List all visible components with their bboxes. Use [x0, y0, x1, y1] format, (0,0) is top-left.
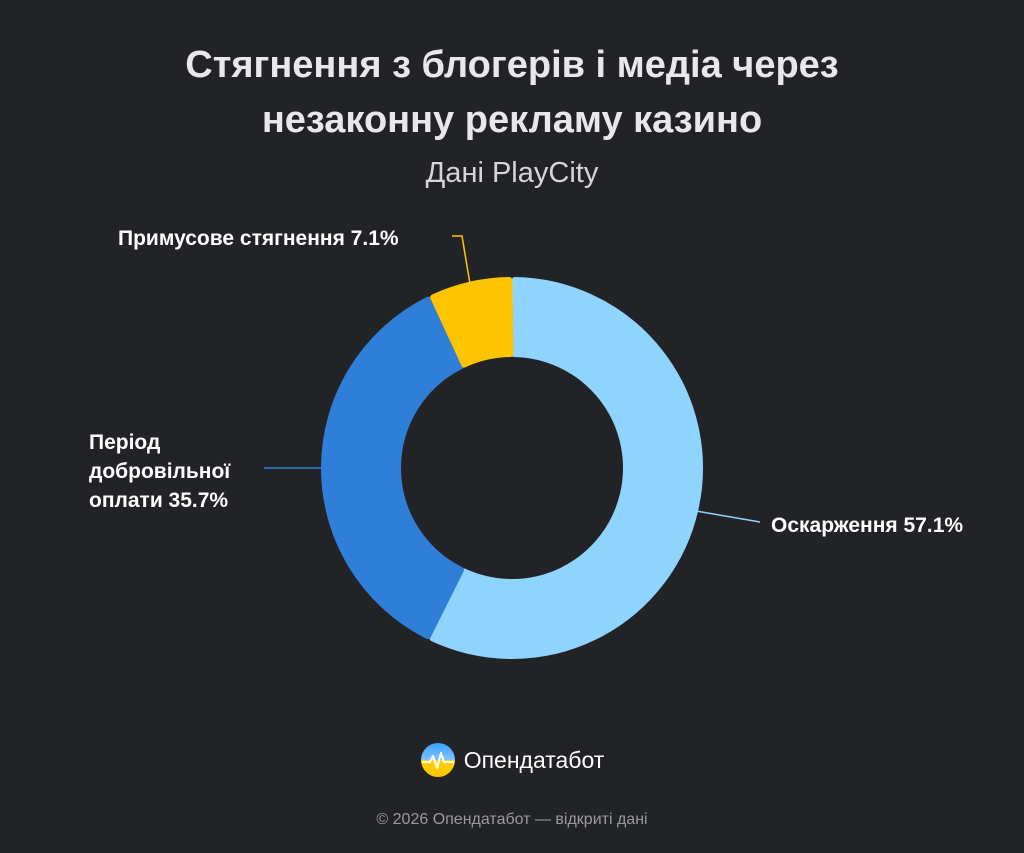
- slice-label-період-добровільної-оплати: Період добровільної оплати 35.7%: [89, 431, 231, 512]
- chart-title: Стягнення з блогерів і медіа через незак…: [0, 38, 1024, 148]
- slice-період-добровільної-оплати: [321, 296, 465, 640]
- slice-label-line: Примусове стягнення 7.1%: [118, 227, 399, 250]
- slice-label-line: оплати 35.7%: [89, 489, 228, 512]
- slice-label-оскарження: Оскарження 57.1%: [771, 514, 963, 537]
- opendatabot-logo-icon: [420, 743, 455, 777]
- donut-chart: Оскарження 57.1% Період добровільної оплати…: [89, 227, 963, 659]
- chart-title-line-1: Стягнення з блогерів і медіа через: [185, 44, 839, 86]
- slice-примусове-стягнення: [430, 277, 514, 368]
- footer-copyright: © 2026 Опендатабот — відкриті дані: [376, 811, 648, 828]
- chart-title-line-2: незаконну рекламу казино: [261, 99, 763, 141]
- leader-line-примусове-стягнення: [452, 235, 471, 285]
- slice-label-примусове-стягнення: Примусове стягнення 7.1%: [118, 227, 399, 250]
- leader-line-оскарження: [695, 510, 761, 523]
- chart-subtitle: Дані PlayCity: [425, 157, 599, 189]
- slice-label-line: Період: [89, 431, 160, 454]
- donut-slices: [321, 277, 703, 659]
- brand: Опендатабот: [0, 742, 1024, 778]
- slice-label-line: добровільної: [89, 460, 231, 483]
- slice-оскарження: [429, 277, 703, 659]
- brand-name: Опендатабот: [463, 746, 605, 773]
- slice-label-line: Оскарження 57.1%: [771, 514, 963, 537]
- leader-lines: [264, 235, 761, 523]
- slice-labels: Оскарження 57.1% Період добровільної оплати…: [89, 227, 963, 537]
